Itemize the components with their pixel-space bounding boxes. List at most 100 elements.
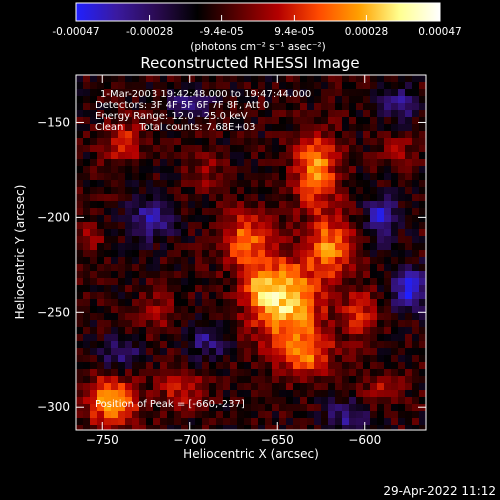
heatmap-cell [370,138,378,146]
heatmap-cell [188,96,196,104]
heatmap-cell [139,194,147,202]
heatmap-cell [328,180,336,188]
heatmap-cell [104,404,112,412]
heatmap-cell [314,271,322,279]
heatmap-cell [405,278,413,286]
heatmap-cell [90,285,98,293]
heatmap-cell [118,299,126,307]
heatmap-cell [104,334,112,342]
heatmap-cell [90,390,98,398]
heatmap-cell [405,180,413,188]
heatmap-cell [76,166,84,174]
heatmap-cell [293,369,301,377]
heatmap-cell [398,250,406,258]
heatmap-cell [363,369,371,377]
heatmap-cell [216,369,224,377]
heatmap-cell [272,187,280,195]
heatmap-cell [244,425,252,430]
heatmap-cell [195,82,203,90]
heatmap-cell [97,75,105,83]
heatmap-cell [111,145,119,153]
heatmap-cell [314,264,322,272]
heatmap-cell [328,110,336,118]
plot-frame [75,74,427,431]
heatmap-cell [104,271,112,279]
heatmap-cell [90,418,98,426]
heatmap-cell [195,334,203,342]
heatmap-cell [300,292,308,300]
heatmap-cell [307,362,315,370]
heatmap-cell [335,222,343,230]
heatmap-cell [405,138,413,146]
heatmap-cell [251,173,259,181]
heatmap-cell [314,215,322,223]
heatmap-cell [111,320,119,328]
heatmap-cell [111,425,119,430]
heatmap-cell [146,229,154,237]
heatmap-cell [153,327,161,335]
heatmap-cell [209,250,217,258]
heatmap-cell [167,117,175,125]
heatmap-cell [335,243,343,251]
heatmap-cell [398,390,406,398]
heatmap-cell [300,257,308,265]
heatmap-cell [174,369,182,377]
heatmap-cell [363,222,371,230]
heatmap-cell [293,215,301,223]
heatmap-cell [118,96,126,104]
heatmap-cell [335,152,343,160]
heatmap-cell [216,362,224,370]
heatmap-cell [265,152,273,160]
heatmap-cell [76,208,84,216]
heatmap-cell [265,320,273,328]
heatmap-cell [384,299,392,307]
heatmap-cell [251,397,259,405]
heatmap-cell [286,173,294,181]
heatmap-cell [405,187,413,195]
heatmap-cell [202,138,210,146]
heatmap-cell [377,285,385,293]
heatmap-cell [356,341,364,349]
heatmap-cell [230,278,238,286]
heatmap-cell [230,425,238,430]
heatmap-cell [314,411,322,419]
heatmap-cell [321,348,329,356]
heatmap-cell [188,341,196,349]
heatmap-cell [195,152,203,160]
heatmap-cell [335,117,343,125]
heatmap-cell [139,236,147,244]
heatmap-cell [328,404,336,412]
heatmap-cell [314,236,322,244]
heatmap-cell [139,229,147,237]
heatmap-cell [132,369,140,377]
heatmap-cell [335,103,343,111]
heatmap-cell [202,257,210,265]
heatmap-cell [391,250,399,258]
heatmap-cell [405,383,413,391]
heatmap-cell [412,355,420,363]
heatmap-cell [328,173,336,181]
heatmap-cell [321,285,329,293]
heatmap-cell [377,208,385,216]
heatmap-cell [125,278,133,286]
heatmap-cell [83,124,91,132]
heatmap-cell [272,145,280,153]
heatmap-cell [279,390,287,398]
heatmap-cell [97,173,105,181]
heatmap-cell [321,306,329,314]
heatmap-cell [384,362,392,370]
heatmap-cell [419,418,426,426]
heatmap-cell [328,117,336,125]
heatmap-cell [321,411,329,419]
heatmap-cell [286,194,294,202]
heatmap-cell [188,194,196,202]
heatmap-cell [307,397,315,405]
heatmap-cell [335,250,343,258]
heatmap-cell [328,327,336,335]
heatmap-cell [153,411,161,419]
heatmap-cell [153,117,161,125]
heatmap-cell [300,75,308,83]
heatmap-cell [405,117,413,125]
heatmap-cell [174,117,182,125]
heatmap-cell [244,82,252,90]
